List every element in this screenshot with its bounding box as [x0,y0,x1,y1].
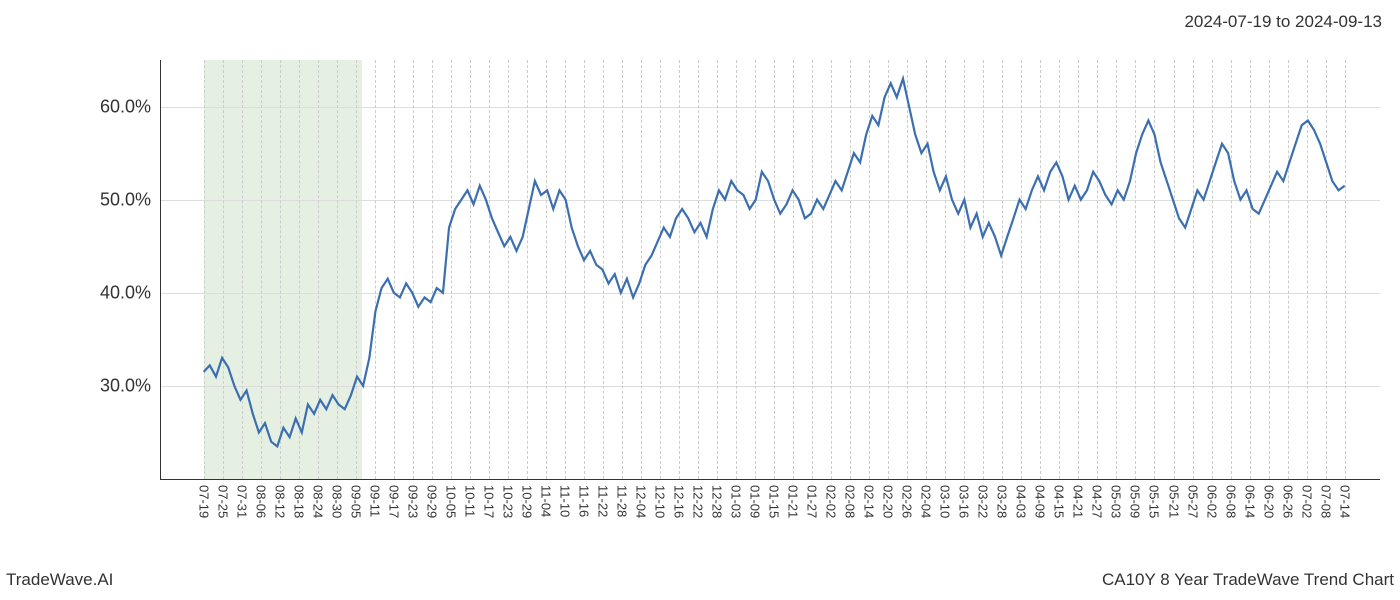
xtick-label: 07-31 [234,485,249,518]
xtick-label: 10-05 [443,485,458,518]
xtick-label: 12-10 [653,485,668,518]
xtick-label: 07-14 [1337,485,1352,518]
xtick-label: 06-26 [1280,485,1295,518]
xtick-label: 07-02 [1299,485,1314,518]
xtick-label: 08-30 [329,485,344,518]
xtick-label: 02-08 [843,485,858,518]
xtick-label: 03-22 [976,485,991,518]
xtick-label: 04-09 [1033,485,1048,518]
xtick-label: 10-29 [519,485,534,518]
ytick-label: 50.0% [100,189,151,210]
xtick-label: 07-19 [196,485,211,518]
trend-line [161,60,1380,479]
footer-title: CA10Y 8 Year TradeWave Trend Chart [1102,570,1394,590]
xtick-label: 05-15 [1147,485,1162,518]
xtick-label: 11-10 [557,485,572,517]
xtick-label: 11-22 [596,485,611,517]
xtick-label: 08-18 [291,485,306,518]
xtick-label: 03-16 [957,485,972,518]
xtick-label: 02-20 [881,485,896,518]
ytick-label: 40.0% [100,282,151,303]
xtick-label: 06-14 [1242,485,1257,518]
xtick-label: 01-15 [767,485,782,518]
xtick-label: 05-09 [1128,485,1143,518]
ytick-label: 30.0% [100,375,151,396]
xtick-label: 10-17 [481,485,496,518]
xtick-label: 02-04 [919,485,934,518]
xtick-label: 09-11 [367,485,382,517]
xtick-label: 04-03 [1014,485,1029,518]
xtick-label: 09-23 [405,485,420,518]
xtick-label: 11-16 [576,485,591,517]
xtick-label: 04-27 [1090,485,1105,518]
xtick-label: 09-05 [348,485,363,518]
xtick-label: 10-11 [462,485,477,517]
xtick-label: 01-27 [805,485,820,518]
xtick-label: 04-15 [1052,485,1067,518]
xtick-label: 02-26 [900,485,915,518]
footer-brand: TradeWave.AI [6,570,113,590]
ytick-label: 60.0% [100,96,151,117]
xtick-label: 12-28 [710,485,725,518]
xtick-label: 08-24 [310,485,325,518]
xtick-label: 09-29 [424,485,439,518]
xtick-label: 06-08 [1223,485,1238,518]
xtick-label: 05-03 [1109,485,1124,518]
xtick-label: 06-20 [1261,485,1276,518]
xtick-label: 07-25 [215,485,230,518]
chart-area: 30.0%40.0%50.0%60.0% 07-1907-2507-3108-0… [160,60,1380,480]
xtick-label: 02-02 [824,485,839,518]
date-range-label: 2024-07-19 to 2024-09-13 [1184,12,1382,32]
xtick-label: 09-17 [386,485,401,518]
xtick-label: 08-06 [253,485,268,518]
xtick-label: 06-02 [1204,485,1219,518]
xtick-label: 11-04 [538,485,553,517]
xtick-label: 07-08 [1318,485,1333,518]
xtick-label: 03-10 [938,485,953,518]
xtick-label: 01-09 [748,485,763,518]
xtick-label: 01-03 [729,485,744,518]
xtick-label: 10-23 [500,485,515,518]
xtick-label: 05-27 [1185,485,1200,518]
xtick-label: 12-16 [672,485,687,518]
xtick-label: 11-28 [615,485,630,517]
plot-box: 30.0%40.0%50.0%60.0% 07-1907-2507-3108-0… [160,60,1380,480]
xtick-label: 04-21 [1071,485,1086,518]
xtick-label: 02-14 [862,485,877,518]
xtick-label: 12-22 [691,485,706,518]
xtick-label: 12-04 [634,485,649,518]
xtick-label: 03-28 [995,485,1010,518]
xtick-label: 01-21 [786,485,801,518]
xtick-label: 05-21 [1166,485,1181,518]
xtick-label: 08-12 [272,485,287,518]
